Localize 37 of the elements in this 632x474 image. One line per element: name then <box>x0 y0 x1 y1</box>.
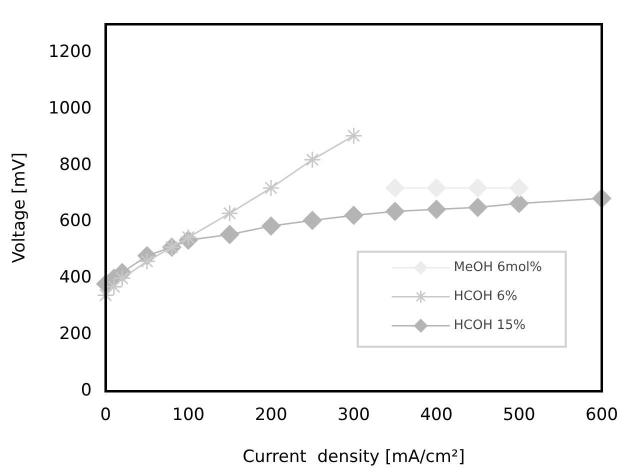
point <box>510 178 529 198</box>
point <box>138 252 156 270</box>
y-tick-label: 600 <box>59 211 92 232</box>
y-tick-label: 400 <box>59 268 92 288</box>
point <box>468 178 488 198</box>
point <box>220 225 240 244</box>
point <box>302 210 322 230</box>
point <box>220 204 238 222</box>
point <box>105 278 123 296</box>
point <box>180 228 198 246</box>
point <box>304 150 322 168</box>
y-tick-label: 200 <box>59 324 92 344</box>
point <box>113 270 131 288</box>
x-tick-label: 200 <box>254 404 288 425</box>
x-tick-label: 500 <box>502 404 536 425</box>
point <box>386 202 405 221</box>
point <box>426 200 446 219</box>
y-tick-label: 1200 <box>48 42 92 62</box>
x-tick-label: 0 <box>100 404 112 425</box>
x-tick-label: 400 <box>420 404 453 425</box>
y-tick-label: 0 <box>80 380 92 401</box>
x-axis-title: Current density [mA/cm²] <box>242 447 465 468</box>
x-tick-label: 300 <box>337 404 370 425</box>
point <box>344 126 362 144</box>
y-tick-label: 800 <box>59 154 92 175</box>
point <box>468 198 488 217</box>
legend-label: HCOH 6% <box>454 289 518 304</box>
point <box>344 206 364 225</box>
y-tick-label: 1000 <box>48 98 92 118</box>
point <box>262 216 281 236</box>
legend-label: HCOH 15% <box>454 318 526 334</box>
legend-label: MeOH 6mol% <box>454 260 542 276</box>
x-tick-label: 100 <box>172 404 205 425</box>
x-tick-label: 600 <box>586 404 618 425</box>
point <box>262 179 280 197</box>
y-axis-title: Voltage [mV] <box>10 152 30 264</box>
point <box>510 194 529 213</box>
